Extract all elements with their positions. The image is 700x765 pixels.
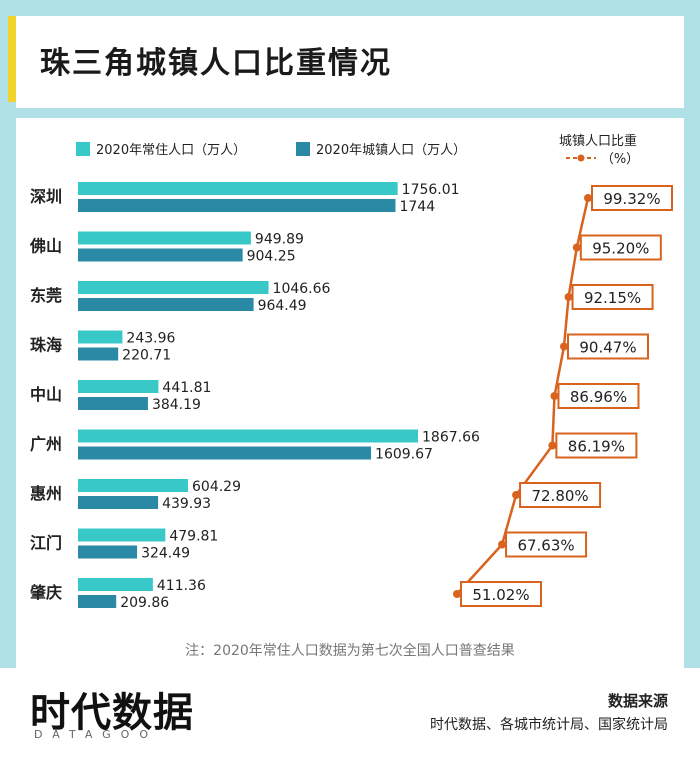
bar-urban	[78, 298, 254, 311]
category-label: 惠州	[30, 484, 62, 503]
chart-svg: 2020年常住人口（万人） 2020年城镇人口（万人） 城镇人口比重 （%） 深…	[29, 133, 673, 659]
bar-urban	[78, 446, 372, 460]
frame-right	[684, 0, 700, 668]
bar-urban	[78, 545, 138, 559]
bar-resident	[78, 330, 123, 344]
category-label: 珠海	[30, 336, 62, 355]
value-label-urban: 964.49	[258, 298, 307, 314]
ratio-point	[559, 342, 568, 351]
source-heading: 数据来源	[607, 692, 668, 710]
accent-bar	[8, 16, 16, 102]
category-label: 深圳	[30, 187, 62, 206]
category-label: 广州	[30, 435, 62, 454]
ratio-label: 92.15%	[584, 289, 641, 307]
value-label-resident: 441.81	[162, 380, 211, 396]
ratio-label-box	[460, 581, 542, 607]
legend-label-urban: 2020年城镇人口（万人）	[316, 143, 466, 158]
value-label-resident: 1867.66	[422, 430, 480, 446]
ratio-label-box	[591, 185, 673, 211]
frame-top	[0, 0, 700, 16]
value-label-resident: 411.36	[157, 578, 206, 594]
ratio-point	[550, 392, 559, 400]
value-label-resident: 1046.66	[273, 281, 331, 297]
value-label-urban: 439.93	[162, 496, 211, 512]
ratio-label: 72.80%	[531, 487, 588, 505]
ratio-point	[512, 491, 521, 499]
legend-swatch-resident	[76, 142, 90, 156]
ratio-point	[584, 194, 592, 202]
ratio-point	[572, 243, 581, 252]
value-label-resident: 479.81	[169, 529, 218, 545]
value-label-urban: 384.19	[152, 397, 201, 413]
ratio-label-box	[555, 432, 638, 459]
bar-resident	[78, 479, 189, 492]
value-label-urban: 209.86	[120, 595, 169, 611]
ratio-label-box	[557, 383, 640, 409]
category-label: 佛山	[29, 237, 62, 256]
ratio-label: 95.20%	[592, 240, 649, 258]
bar-urban	[78, 248, 243, 262]
ratio-label: 51.02%	[472, 586, 529, 604]
brand-logo-subtitle: DATAGOO	[34, 728, 158, 741]
ratio-label-box	[579, 234, 662, 261]
ratio-label: 86.96%	[570, 388, 627, 406]
value-label-urban: 1744	[399, 199, 435, 215]
ratio-label-box	[571, 284, 654, 310]
bar-resident	[78, 182, 398, 195]
category-label: 江门	[30, 534, 62, 553]
category-label: 东莞	[30, 286, 62, 305]
ratio-legend-marker	[577, 154, 585, 162]
ratio-label: 90.47%	[579, 339, 636, 357]
value-label-resident: 1756.01	[402, 182, 460, 198]
value-label-urban: 324.49	[141, 546, 190, 562]
value-label-urban: 904.25	[247, 249, 296, 265]
ratio-label: 99.32%	[603, 190, 660, 208]
title-band	[16, 16, 684, 108]
ratio-legend-unit: （%）	[601, 152, 639, 167]
ratio-point	[548, 441, 557, 450]
bar-resident	[78, 231, 251, 245]
ratio-legend-title: 城镇人口比重	[559, 133, 637, 149]
ratio-label-box	[566, 333, 649, 360]
value-label-urban: 1609.67	[375, 447, 433, 463]
legend-swatch-urban	[296, 142, 310, 156]
bar-urban	[78, 347, 119, 361]
brand-logo: 时代数据	[30, 690, 194, 736]
ratio-label: 86.19%	[568, 438, 625, 456]
bar-urban	[78, 595, 117, 608]
category-label: 肇庆	[29, 583, 62, 602]
bar-resident	[78, 281, 269, 294]
category-label: 中山	[30, 385, 62, 404]
footer	[0, 668, 700, 765]
chart-note: 注：2020年常住人口数据为第七次全国人口普查结果	[185, 642, 515, 659]
legend-label-resident: 2020年常住人口（万人）	[96, 143, 246, 158]
page-title: 珠三角城镇人口比重情况	[40, 46, 392, 81]
value-label-resident: 604.29	[192, 479, 241, 495]
ratio-label-box	[505, 531, 588, 558]
bar-resident	[78, 429, 418, 443]
bar-urban	[78, 397, 148, 410]
value-label-resident: 949.89	[255, 232, 304, 248]
ratio-point	[564, 293, 573, 301]
bar-resident	[78, 528, 166, 542]
ratio-line-group: 99.32% 95.20% 92.15% 90.47% 86.96% 86.19% 72.8…	[453, 185, 673, 607]
bar-resident	[78, 380, 159, 393]
ratio-label-box	[519, 482, 602, 508]
frame-left	[0, 0, 16, 668]
source-text: 时代数据、各城市统计局、国家统计局	[430, 717, 668, 733]
ratio-point	[453, 590, 461, 598]
bar-urban	[78, 199, 396, 212]
value-label-urban: 220.71	[122, 348, 171, 364]
bar-resident	[78, 578, 153, 591]
value-label-resident: 243.96	[126, 331, 175, 347]
ratio-point	[498, 540, 507, 549]
bar-urban	[78, 496, 159, 509]
ratio-label: 67.63%	[517, 537, 574, 555]
